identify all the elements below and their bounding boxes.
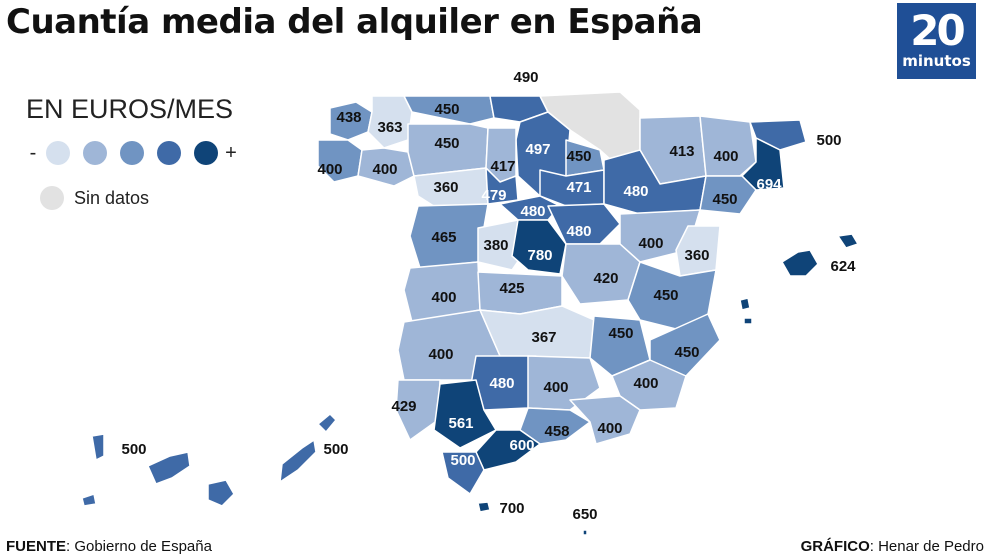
legend-swatch-1 [46, 141, 70, 165]
province-almeria [569, 395, 641, 445]
province-ceuta [477, 501, 491, 513]
region-value-label: 497 [525, 141, 550, 158]
province-melilla [582, 529, 588, 536]
region-value-label: 450 [608, 325, 633, 342]
region-value-label: 400 [431, 289, 456, 306]
province-girona [749, 119, 807, 151]
logo-number: 20 [910, 6, 965, 55]
region-value-label: 500 [323, 441, 348, 458]
region-value-label: 450 [566, 148, 591, 165]
region-value-label: 490 [513, 69, 538, 86]
source-note: FUENTE: Gobierno de España [6, 538, 212, 555]
region-value-label: 400 [597, 420, 622, 437]
province-baleares-ibiza [739, 297, 751, 311]
region-value-label: 400 [713, 148, 738, 165]
legend-swatch-2 [83, 141, 107, 165]
region-value-label: 380 [483, 237, 508, 254]
province-madrid [511, 219, 567, 275]
legend-no-data: Sin datos [40, 186, 149, 210]
legend-swatch-4 [157, 141, 181, 165]
page-title: Cuantía media del alquiler en España [6, 2, 703, 42]
region-value-label: 429 [391, 398, 416, 415]
province-tarragona [699, 175, 757, 215]
logo-word: minutos [902, 52, 971, 70]
province-lpgc-lanzarote [317, 413, 337, 433]
region-value-label: 367 [531, 329, 556, 346]
province-asturias [403, 95, 495, 125]
region-value-label: 561 [448, 415, 473, 432]
region-value-label: 650 [572, 506, 597, 523]
region-value-label: 480 [489, 375, 514, 392]
legend-minus: - [29, 141, 37, 164]
20minutos-logo: 20 minutos [897, 3, 976, 79]
legend-color-scale: - + [26, 138, 238, 168]
region-value-label: 400 [638, 235, 663, 252]
credit-key: GRÁFICO [800, 538, 870, 555]
region-value-label: 500 [816, 132, 841, 149]
province-huelva [395, 379, 441, 441]
legend-plus: + [225, 141, 237, 164]
province-baleares [781, 249, 819, 277]
province-valladolid [485, 167, 519, 205]
province-guadalajara [547, 203, 621, 245]
region-value-label: 471 [566, 179, 591, 196]
legend-no-data-label: Sin datos [74, 187, 150, 208]
region-value-label: 438 [336, 109, 361, 126]
legend-swatch-3 [120, 141, 144, 165]
source-value: : Gobierno de España [66, 538, 212, 555]
province-tenerife-island-3 [81, 493, 97, 507]
region-value-label: 479 [481, 187, 506, 204]
region-value-label: 413 [669, 143, 694, 160]
credit-note: GRÁFICO: Henar de Pedro [801, 538, 984, 555]
region-value-label: 694 [756, 176, 782, 193]
province-tenerife-island-2 [147, 451, 191, 485]
region-value-label: 400 [543, 379, 568, 396]
province-lpgc-fuerteventura [279, 439, 317, 483]
region-value-label: 480 [623, 183, 648, 200]
region-value-label: 458 [544, 423, 569, 440]
region-value-label: 400 [372, 161, 397, 178]
province-tenerife-island-1 [91, 433, 105, 461]
source-key: FUENTE [6, 538, 66, 555]
region-value-label: 420 [593, 270, 618, 287]
legend-no-data-swatch [40, 186, 64, 210]
province-lpgc-gran-canaria [207, 479, 235, 507]
region-value-label: 360 [684, 247, 709, 264]
region-value-label: 500 [450, 452, 475, 469]
region-value-label: 400 [428, 346, 453, 363]
region-value-label: 480 [566, 223, 591, 240]
region-value-label: 425 [499, 280, 524, 297]
credit-value: : Henar de Pedro [869, 538, 984, 555]
legend-title: EN EUROS/MES [26, 94, 234, 124]
region-value-label: 417 [490, 158, 515, 175]
region-value-label: 600 [509, 437, 534, 454]
region-value-label: 480 [520, 203, 545, 220]
province-cadiz [441, 451, 485, 495]
region-value-label: 400 [317, 161, 342, 178]
province-lleida [699, 115, 757, 177]
region-value-label: 450 [434, 135, 459, 152]
region-value-label: 624 [830, 258, 856, 275]
region-value-label: 450 [653, 287, 678, 304]
region-value-label: 780 [527, 247, 552, 264]
map-shapes [81, 91, 859, 536]
region-value-label: 450 [674, 344, 699, 361]
legend-swatch-5 [194, 141, 218, 165]
region-value-label: 465 [431, 229, 456, 246]
province-baleares-formentera [743, 317, 753, 325]
region-value-label: 500 [121, 441, 146, 458]
region-value-label: 450 [434, 101, 459, 118]
region-value-label: 450 [712, 191, 737, 208]
region-value-label: 700 [499, 500, 524, 517]
region-value-label: 360 [433, 179, 458, 196]
region-value-label: 400 [633, 375, 658, 392]
region-value-label: 363 [377, 119, 402, 136]
map-labels: 438 363 450 490 450 400 400 497 450 413 400 500 417 3… [121, 69, 856, 523]
province-baleares-menorca [837, 233, 859, 249]
